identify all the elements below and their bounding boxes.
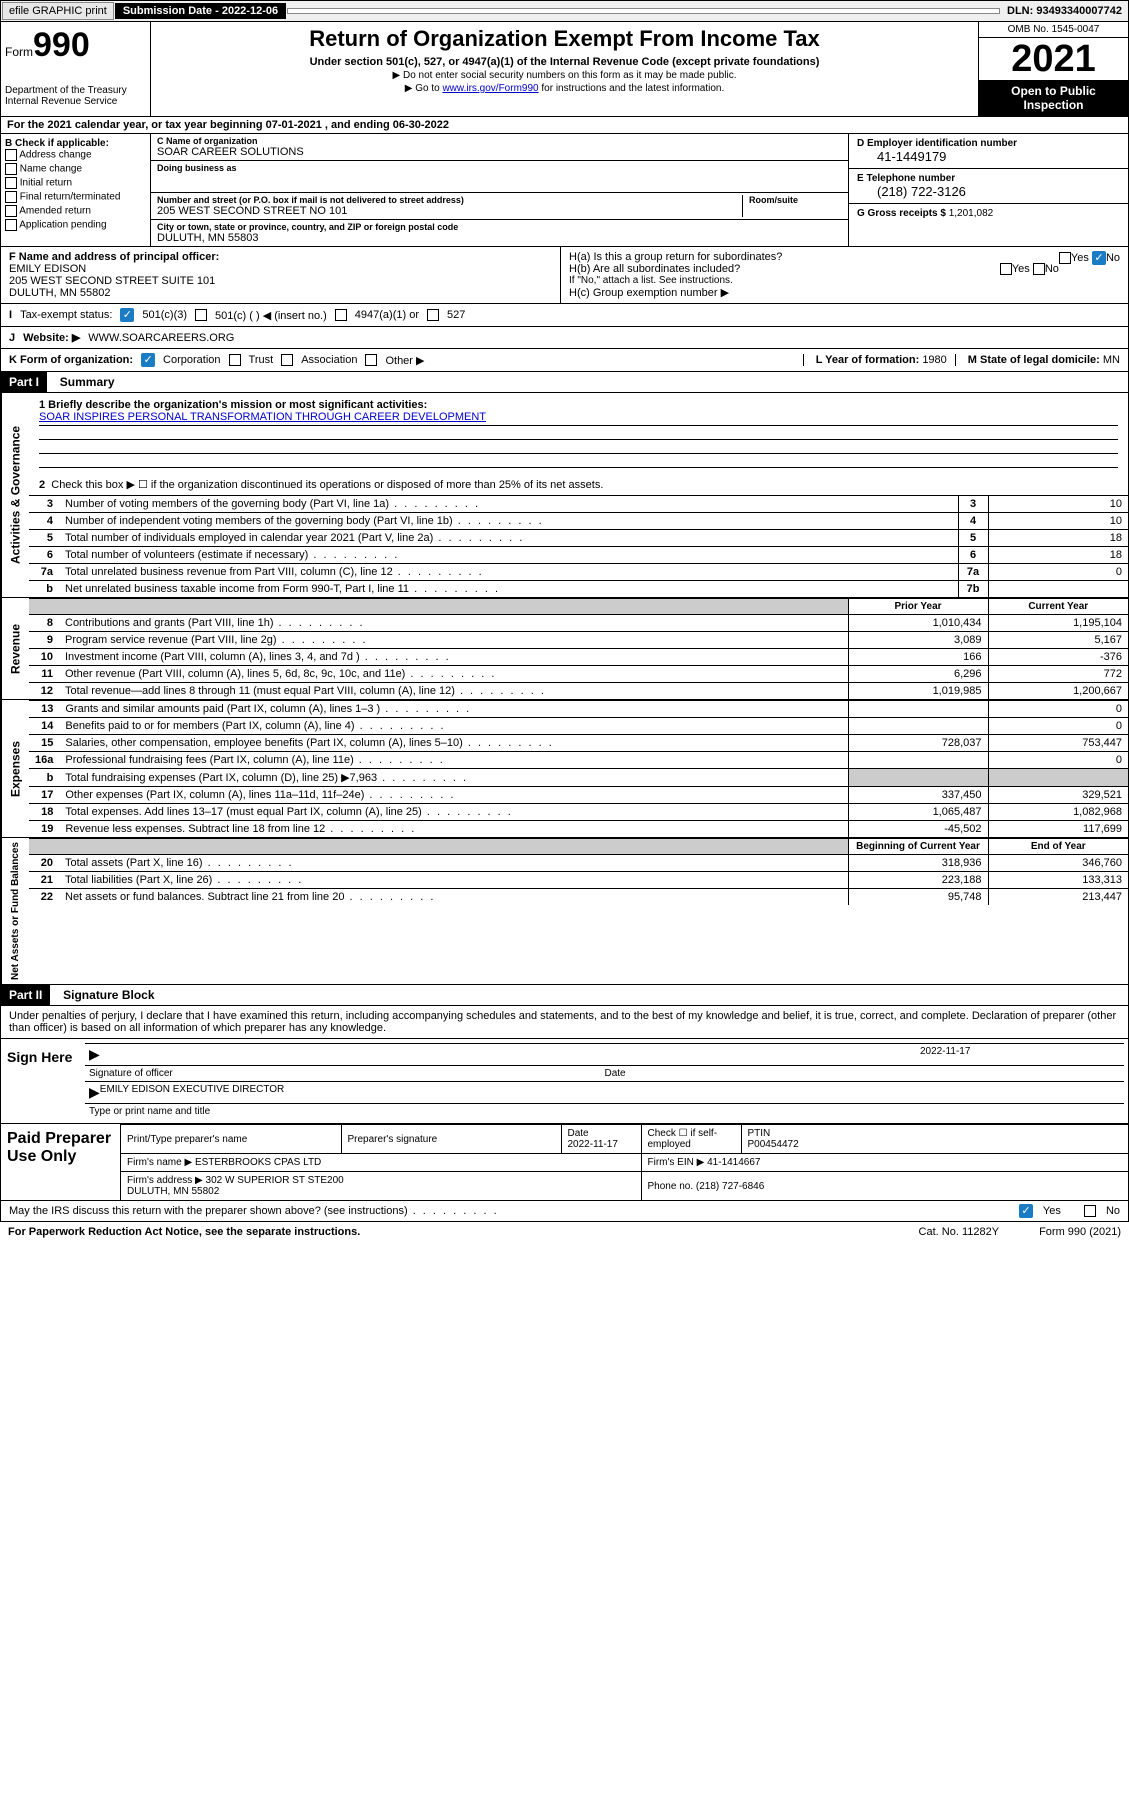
side-expenses: Expenses [1,700,29,837]
side-revenue: Revenue [1,598,29,699]
firm-name: ESTERBROOKS CPAS LTD [195,1157,321,1168]
website-url: WWW.SOARCAREERS.ORG [88,332,234,344]
officer-name: EMILY EDISON [9,263,552,275]
expenses-table: 13Grants and similar amounts paid (Part … [29,700,1128,837]
col-d-contact: D Employer identification number 41-1449… [848,134,1128,246]
row-tax-status: I Tax-exempt status: ✓ 501(c)(3) 501(c) … [0,304,1129,327]
check-name[interactable]: Name change [5,163,146,175]
row-website: J Website: ▶ WWW.SOARCAREERS.ORG [0,327,1129,349]
part1-header-row: Part I Summary [0,372,1129,393]
governance-table: 3Number of voting members of the governi… [29,495,1128,597]
revenue-table: Prior YearCurrent Year8Contributions and… [29,598,1128,699]
footer-note: For Paperwork Reduction Act Notice, see … [0,1222,1129,1242]
checked-icon: ✓ [1019,1204,1033,1218]
b-header: B Check if applicable: [5,138,146,149]
side-net-assets: Net Assets or Fund Balances [1,838,29,984]
irs-link[interactable]: www.irs.gov/Form990 [442,83,538,94]
check-final[interactable]: Final return/terminated [5,191,146,203]
ein-value: 41-1449179 [857,149,1120,164]
form-header: Form990 Department of the Treasury Inter… [0,22,1129,117]
street-cell: Number and street (or P.O. box if mail i… [151,193,848,220]
paid-preparer-block: Paid Preparer Use Only Print/Type prepar… [0,1124,1129,1201]
ein-cell: D Employer identification number 41-1449… [849,134,1128,169]
row-f-h: F Name and address of principal officer:… [0,247,1129,304]
efile-button[interactable]: efile GRAPHIC print [2,2,114,20]
note-link: ▶ Go to www.irs.gov/Form990 for instruct… [155,83,974,94]
checked-icon: ✓ [1092,251,1106,265]
check-initial[interactable]: Initial return [5,177,146,189]
paid-preparer-label: Paid Preparer Use Only [1,1124,121,1200]
sign-here-block: Sign Here ▶ 2022-11-17 Signature of offi… [0,1039,1129,1124]
org-name: SOAR CAREER SOLUTIONS [157,146,842,158]
part1-label: Part I [1,372,47,392]
col-c-org-info: C Name of organization SOAR CAREER SOLUT… [151,134,848,246]
firm-phone: (218) 727-6846 [696,1181,764,1192]
org-name-cell: C Name of organization SOAR CAREER SOLUT… [151,134,848,161]
tel-cell: E Telephone number (218) 722-3126 [849,169,1128,204]
submission-date: Submission Date - 2022-12-06 [115,3,286,19]
sig-date: 2022-11-17 [920,1046,1120,1063]
omb-number: OMB No. 1545-0047 [979,22,1128,38]
street-address: 205 WEST SECOND STREET NO 101 [157,205,742,217]
principal-officer: F Name and address of principal officer:… [1,247,561,303]
mission-text: SOAR INSPIRES PERSONAL TRANSFORMATION TH… [39,411,1118,426]
mission-box: 1 Briefly describe the organization's mi… [29,393,1128,474]
checked-icon: ✓ [141,353,155,367]
form-subtitle: Under section 501(c), 527, or 4947(a)(1)… [155,56,974,68]
info-grid: B Check if applicable: Address change Na… [0,134,1129,247]
top-bar: efile GRAPHIC print Submission Date - 20… [0,0,1129,22]
row-k-form-org: K Form of organization: ✓ Corporation Tr… [0,349,1129,372]
header-left: Form990 Department of the Treasury Inter… [1,22,151,116]
form-title: Return of Organization Exempt From Incom… [155,26,974,52]
h-group-return: H(a) Is this a group return for subordin… [561,247,1128,303]
arrow-icon: ▶ [89,1046,100,1063]
sign-here-label: Sign Here [1,1039,81,1123]
telephone: (218) 722-3126 [857,184,1120,199]
ptin-value: P00454472 [748,1139,799,1150]
arrow-icon: ▶ [89,1084,100,1101]
part1-net-assets: Net Assets or Fund Balances Beginning of… [0,838,1129,985]
net-assets-table: Beginning of Current YearEnd of Year20To… [29,838,1128,905]
city-state-zip: DULUTH, MN 55803 [157,232,842,244]
part1-governance: Activities & Governance 1 Briefly descri… [0,393,1129,598]
check-application[interactable]: Application pending [5,219,146,231]
dln-label: DLN: 93493340007742 [1001,3,1128,19]
catalog-number: Cat. No. 11282Y [919,1226,1000,1238]
year-formation: 1980 [922,354,946,366]
check-address[interactable]: Address change [5,149,146,161]
part2-title: Signature Block [53,985,164,1005]
city-cell: City or town, state or province, country… [151,220,848,246]
check-amended[interactable]: Amended return [5,205,146,217]
spacer [287,8,1000,14]
preparer-date: 2022-11-17 [568,1139,618,1150]
checked-icon: ✓ [120,308,134,322]
part2-label: Part II [1,985,50,1005]
open-public: Open to Public Inspection [979,80,1128,116]
col-b-checkboxes: B Check if applicable: Address change Na… [1,134,151,246]
sig-intro: Under penalties of perjury, I declare th… [0,1006,1129,1039]
gross-cell: G Gross receipts $ 1,201,082 [849,204,1128,223]
part1-expenses: Expenses 13Grants and similar amounts pa… [0,700,1129,838]
officer-typed-name: EMILY EDISON EXECUTIVE DIRECTOR [100,1084,284,1101]
form-word: Form [5,45,33,59]
dept-label: Department of the Treasury Internal Reve… [5,85,146,107]
gross-receipts: 1,201,082 [949,208,994,219]
part1-revenue: Revenue Prior YearCurrent Year8Contribut… [0,598,1129,700]
section-a: For the 2021 calendar year, or tax year … [0,117,1129,134]
form-ref: Form 990 (2021) [1039,1226,1121,1238]
note-ssn: ▶ Do not enter social security numbers o… [155,70,974,81]
header-right: OMB No. 1545-0047 2021 Open to Public In… [978,22,1128,116]
part2-header-row: Part II Signature Block [0,985,1129,1006]
firm-ein: 41-1414667 [707,1157,760,1168]
state-domicile: MN [1103,354,1120,366]
tax-year: 2021 [979,38,1128,80]
dba-cell: Doing business as [151,161,848,193]
discuss-row: May the IRS discuss this return with the… [0,1201,1129,1222]
side-governance: Activities & Governance [1,393,29,597]
part1-title: Summary [50,372,125,392]
header-mid: Return of Organization Exempt From Incom… [151,22,978,116]
form-number: 990 [33,26,90,64]
